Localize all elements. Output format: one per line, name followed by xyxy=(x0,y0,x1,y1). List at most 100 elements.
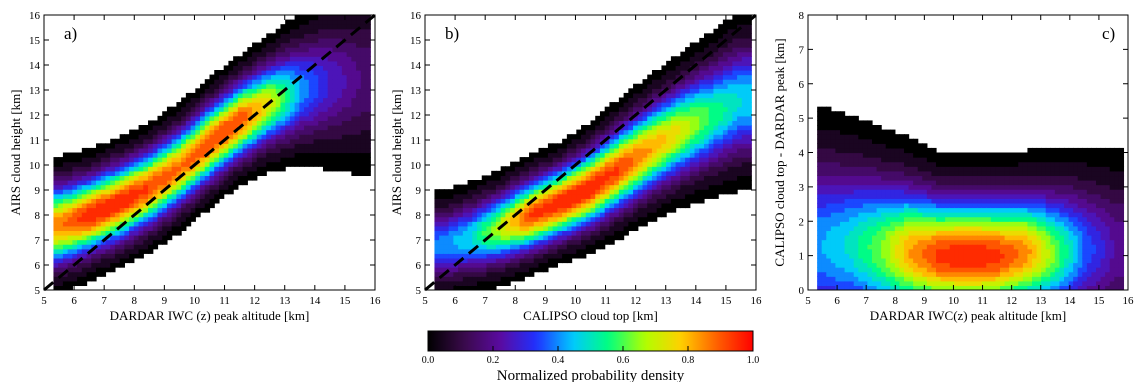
heatmap-cell xyxy=(105,180,111,186)
heatmap-cell xyxy=(628,221,634,227)
heatmap-cell xyxy=(332,166,338,172)
heatmap-cell xyxy=(252,70,258,76)
heatmap-cell xyxy=(124,235,130,241)
heatmap-cell xyxy=(270,60,277,67)
heatmap-cell xyxy=(623,152,629,158)
heatmap-cell xyxy=(917,198,923,204)
heatmap-cell xyxy=(86,152,92,158)
heatmap-cell xyxy=(666,161,672,167)
heatmap-cell xyxy=(171,166,177,172)
heatmap-cell xyxy=(894,267,901,273)
heatmap-cell xyxy=(524,239,530,245)
heatmap-cell xyxy=(214,106,220,112)
heatmap-cell xyxy=(862,180,869,186)
heatmap-cell xyxy=(628,170,634,177)
heatmap-cell xyxy=(894,244,901,250)
heatmap-cell xyxy=(500,180,506,186)
heatmap-cell xyxy=(304,83,310,89)
heatmap-cell xyxy=(81,244,88,250)
heatmap-cell xyxy=(252,42,258,48)
heatmap-cell xyxy=(666,180,672,186)
heatmap-cell xyxy=(680,184,686,190)
heatmap-cell xyxy=(505,202,511,209)
heatmap-cell xyxy=(318,65,324,71)
heatmap-cell xyxy=(595,221,601,227)
heatmap-cell xyxy=(453,267,459,273)
heatmap-cell xyxy=(214,152,220,158)
heatmap-cell xyxy=(214,134,220,140)
heatmap-cell xyxy=(110,212,116,218)
heatmap-cell xyxy=(510,225,516,232)
heatmap-cell xyxy=(595,138,601,144)
heatmap-cell xyxy=(346,120,352,126)
heatmap-cell xyxy=(853,152,859,158)
heatmap-cell xyxy=(746,56,752,62)
heatmap-cell xyxy=(58,276,64,282)
heatmap-cell xyxy=(247,92,253,99)
heatmap-cell xyxy=(200,92,206,99)
x-tick-label: 5 xyxy=(41,295,47,307)
heatmap-cell xyxy=(462,216,469,222)
heatmap-cell xyxy=(204,134,211,140)
heatmap-cell xyxy=(926,239,933,245)
heatmap-cell xyxy=(233,83,239,89)
heatmap-cell xyxy=(133,161,140,167)
heatmap-cell xyxy=(110,253,116,259)
heatmap-cell xyxy=(899,193,905,199)
heatmap-cell xyxy=(270,120,277,126)
heatmap-cell xyxy=(500,175,506,181)
heatmap-cell xyxy=(849,129,855,135)
heatmap-cell xyxy=(885,143,891,149)
heatmap-cell xyxy=(867,207,873,213)
heatmap-cell xyxy=(694,70,700,76)
heatmap-cell xyxy=(304,60,310,67)
heatmap-cell xyxy=(308,37,315,44)
heatmap-cell xyxy=(81,225,88,232)
heatmap-cell xyxy=(576,193,582,199)
heatmap-cell xyxy=(913,193,919,199)
heatmap-cell xyxy=(152,170,159,177)
heatmap-cell xyxy=(547,212,554,218)
heatmap-cell xyxy=(162,161,168,167)
heatmap-cell xyxy=(166,216,173,222)
heatmap-cell xyxy=(233,166,239,172)
heatmap-cell xyxy=(299,79,305,85)
heatmap-cell xyxy=(599,230,606,236)
heatmap-cell xyxy=(434,225,440,232)
heatmap-cell xyxy=(826,262,832,268)
heatmap-cell xyxy=(727,134,733,140)
heatmap-cell xyxy=(840,147,846,154)
heatmap-cell xyxy=(289,102,296,108)
heatmap-cell xyxy=(351,37,357,44)
heatmap-cell xyxy=(261,106,267,112)
heatmap-cell xyxy=(247,47,253,53)
heatmap-cell xyxy=(581,248,587,254)
heatmap-cell xyxy=(341,102,348,108)
heatmap-cell xyxy=(703,152,710,158)
heatmap-cell xyxy=(162,235,168,241)
heatmap-cell xyxy=(599,235,606,241)
heatmap-cell xyxy=(514,198,521,204)
heatmap-cell xyxy=(462,280,469,287)
heatmap-cell xyxy=(439,262,445,268)
heatmap-cell xyxy=(81,212,88,218)
heatmap-cell xyxy=(908,280,914,287)
heatmap-cell xyxy=(322,143,329,149)
heatmap-cell xyxy=(190,170,196,177)
heatmap-cell xyxy=(185,120,192,126)
heatmap-cell xyxy=(685,175,691,181)
heatmap-cell xyxy=(486,267,492,273)
heatmap-cell xyxy=(341,138,348,144)
heatmap-cell xyxy=(481,271,488,277)
heatmap-cell xyxy=(904,198,910,204)
heatmap-cell xyxy=(505,221,511,227)
heatmap-cell xyxy=(304,74,310,80)
heatmap-cell xyxy=(86,212,92,218)
heatmap-cell xyxy=(96,143,102,149)
heatmap-cell xyxy=(562,161,568,167)
heatmap-cell xyxy=(680,102,686,108)
heatmap-cell xyxy=(727,37,733,44)
heatmap-cell xyxy=(661,152,667,158)
heatmap-cell xyxy=(285,134,291,140)
heatmap-cell xyxy=(713,115,719,122)
